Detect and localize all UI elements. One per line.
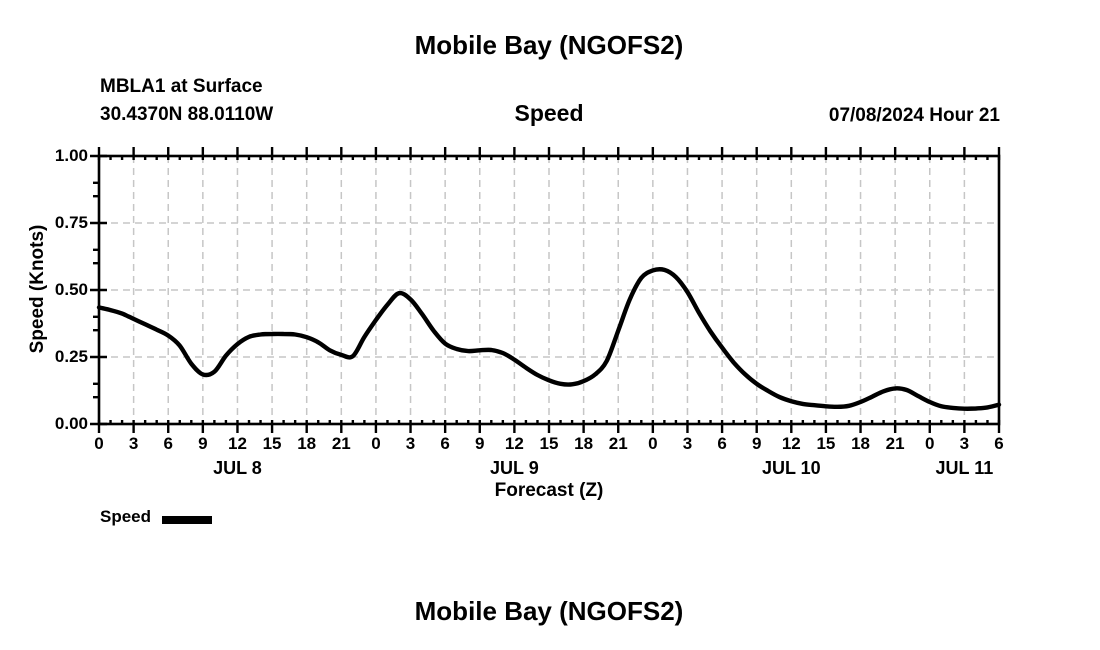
x-tick-label: 3	[128, 434, 139, 453]
date-label: JUL 11	[935, 458, 994, 478]
x-tick-label: 0	[648, 434, 658, 453]
x-tick-label: 9	[475, 434, 485, 453]
date-label: JUL 9	[490, 458, 539, 478]
x-tick-label: 0	[925, 434, 935, 453]
x-tick-label: 9	[198, 434, 208, 453]
x-tick-label: 21	[885, 434, 905, 453]
date-label: JUL 10	[761, 458, 821, 478]
y-tick-label: 0.50	[54, 280, 88, 299]
y-tick-label: 0.75	[54, 213, 88, 232]
x-tick-label: 0	[371, 434, 381, 453]
gridlines	[99, 156, 999, 424]
x-tick-label: 3	[682, 434, 693, 453]
x-tick-label: 3	[959, 434, 970, 453]
y-tick-label: 1.00	[54, 146, 88, 165]
y-tick-label: 0.00	[54, 414, 88, 433]
date-label: JUL 8	[213, 458, 262, 478]
legend-line-swatch	[162, 516, 212, 524]
x-tick-label: 6	[163, 434, 173, 453]
x-tick-label: 18	[851, 434, 870, 453]
x-tick-label: 18	[297, 434, 317, 453]
x-tick-label: 6	[994, 434, 1004, 453]
x-axis-title: Forecast (Z)	[494, 480, 604, 501]
x-tick-label: 3	[405, 434, 416, 453]
x-tick-label: 12	[781, 434, 801, 453]
x-tick-label: 6	[717, 434, 727, 453]
chart-title: Mobile Bay (NGOFS2)	[414, 30, 684, 60]
legend-label: Speed	[100, 507, 152, 526]
x-tick-label: 6	[440, 434, 450, 453]
x-tick-label: 12	[227, 434, 247, 453]
y-tick-label: 0.25	[54, 347, 88, 366]
x-tick-label: 15	[816, 434, 836, 453]
x-tick-label: 21	[608, 434, 628, 453]
x-tick-label: 18	[574, 434, 594, 453]
second-chart-title: Mobile Bay (NGOFS2)	[414, 596, 684, 626]
speed-series-line	[96, 267, 1002, 411]
x-tick-label: 12	[504, 434, 524, 453]
station-coordinates: 30.4370N 88.0110W	[100, 104, 274, 125]
axis-ticks	[90, 147, 1001, 433]
x-tick-label: 15	[539, 434, 559, 453]
station-name: MBLA1 at Surface	[100, 76, 263, 97]
x-tick-label: 9	[751, 434, 762, 453]
variable-title: Speed	[514, 100, 584, 126]
x-tick-label: 21	[331, 434, 351, 453]
forecast-datetime: 07/08/2024 Hour 21	[828, 105, 1000, 126]
x-tick-label: 15	[262, 434, 282, 453]
x-tick-label: 0	[94, 434, 104, 453]
